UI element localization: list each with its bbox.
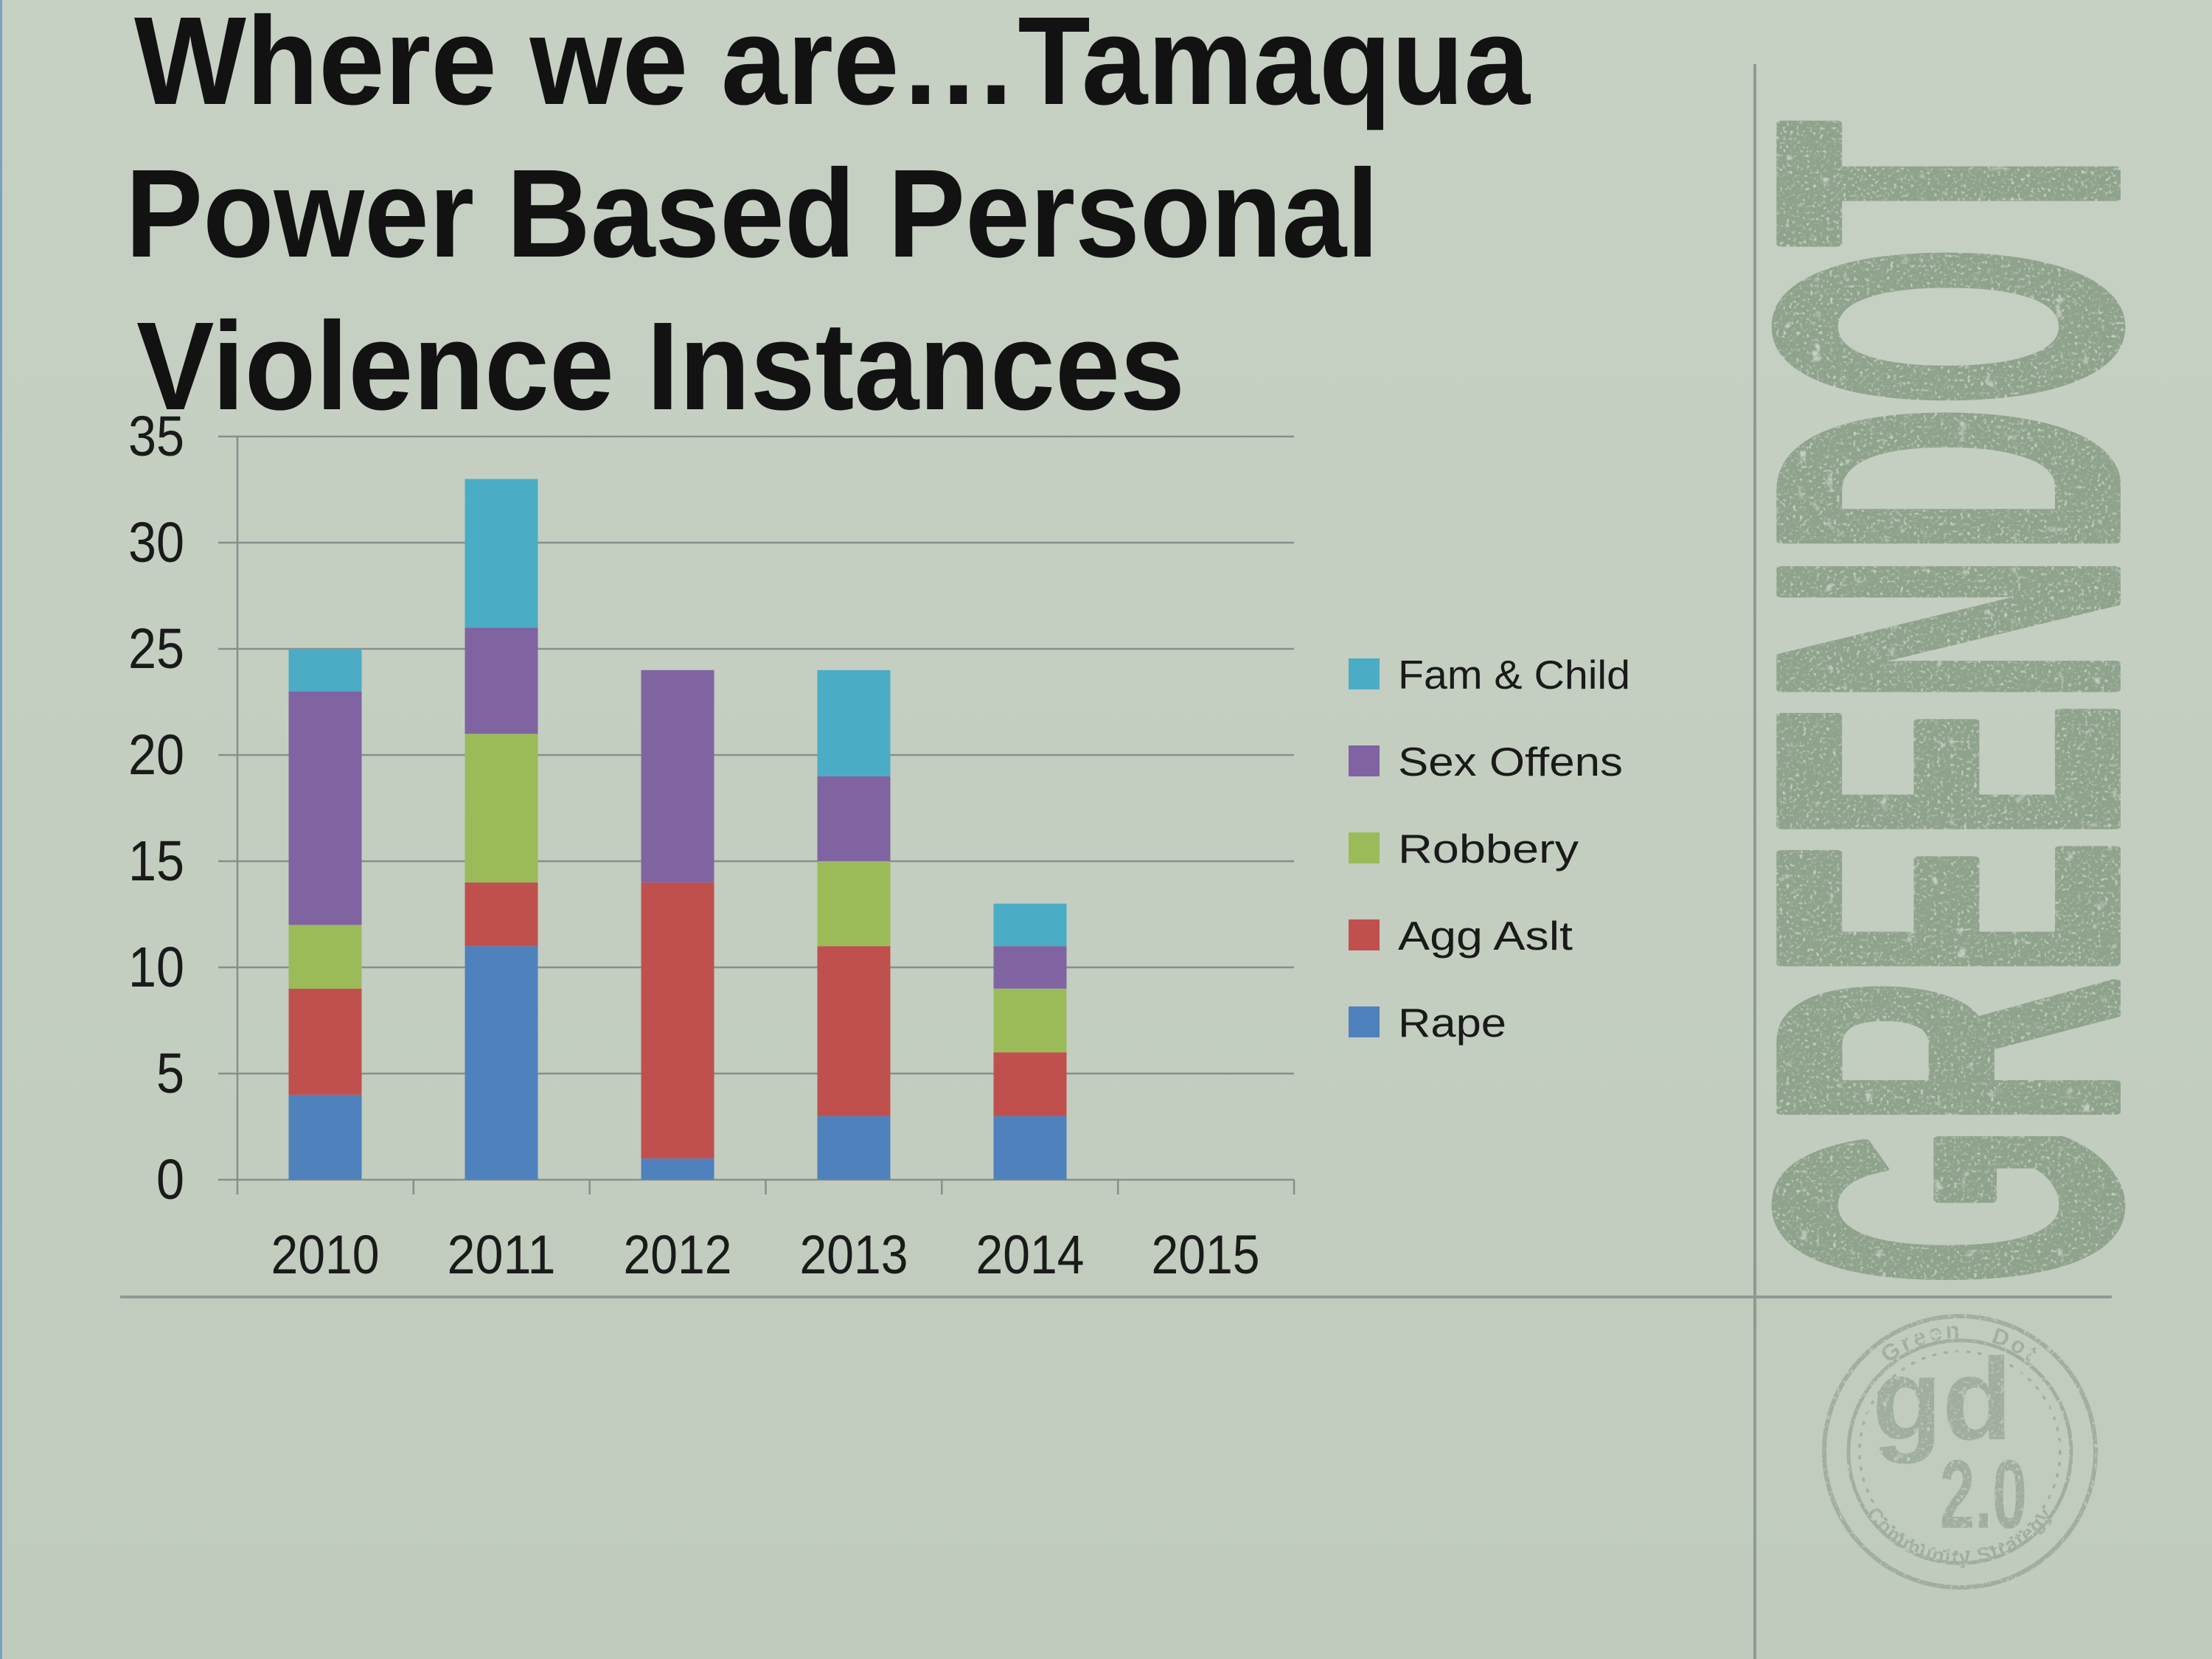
svg-text:2014: 2014 (976, 1224, 1085, 1285)
svg-text:2012: 2012 (624, 1224, 732, 1285)
svg-text:Power Based Personal: Power Based Personal (125, 144, 1379, 284)
svg-text:2013: 2013 (800, 1224, 908, 1285)
svg-text:2015: 2015 (1152, 1224, 1260, 1285)
svg-text:10: 10 (128, 936, 184, 999)
svg-text:Violence Instances: Violence Instances (136, 296, 1185, 437)
svg-text:gd: gd (1872, 1335, 2012, 1464)
svg-text:Rape: Rape (1398, 1000, 1506, 1046)
svg-text:GREENDOT: GREENDOT (1677, 121, 2212, 1286)
svg-text:5: 5 (156, 1042, 184, 1105)
svg-text:Where we are…Tamaqua: Where we are…Tamaqua (134, 0, 1531, 131)
svg-text:0: 0 (156, 1148, 184, 1211)
svg-text:2.0: 2.0 (1940, 1440, 2027, 1548)
svg-text:30: 30 (128, 511, 184, 574)
svg-text:2011: 2011 (448, 1224, 556, 1285)
svg-text:20: 20 (128, 723, 184, 787)
svg-text:Agg Aslt: Agg Aslt (1398, 913, 1573, 959)
svg-text:Robbery: Robbery (1398, 826, 1579, 872)
svg-text:25: 25 (128, 617, 184, 681)
svg-text:Sex Offens: Sex Offens (1398, 739, 1623, 785)
svg-text:2010: 2010 (271, 1224, 380, 1285)
svg-text:35: 35 (128, 405, 184, 468)
svg-text:15: 15 (128, 830, 184, 893)
svg-text:Fam & Child: Fam & Child (1398, 652, 1630, 698)
